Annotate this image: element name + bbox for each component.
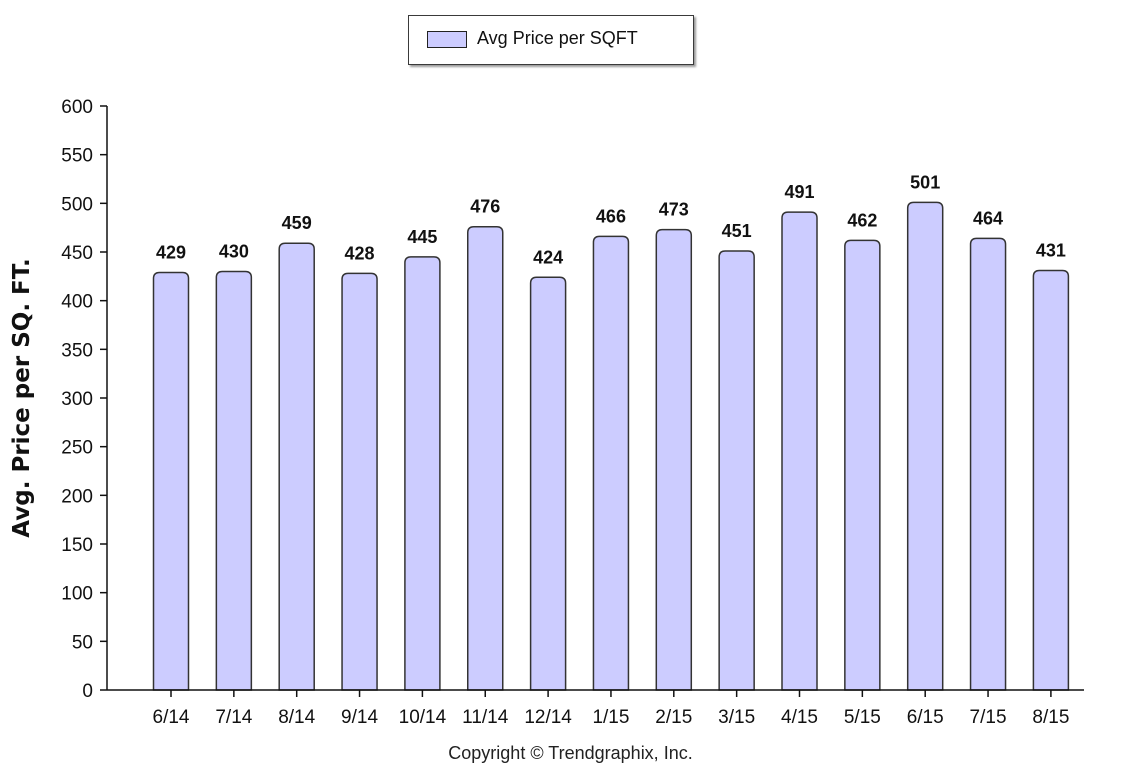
x-tick-label: 6/14 [153, 707, 190, 728]
copyright-symbol: © [530, 743, 544, 763]
bar [215, 270, 253, 691]
x-tick-label: 8/14 [278, 707, 315, 728]
y-tick-label: 50 [72, 632, 93, 653]
bar-value-label: 445 [407, 227, 437, 247]
bar-value-label: 431 [1036, 240, 1066, 260]
bar [404, 256, 441, 691]
bar [152, 271, 190, 691]
copyright-notice: Copyright © Trendgraphix, Inc. [0, 743, 1141, 764]
bar-value-label: 459 [282, 213, 312, 233]
x-tick-label: 7/14 [215, 707, 252, 728]
x-axis: 6/14 7/14 8/14 9/14 10/14 11/14 12/14 1/15 2/15 3… [153, 690, 1069, 728]
copyright-company: Trendgraphix, Inc. [548, 743, 693, 763]
y-tick-label: 600 [61, 97, 93, 118]
bar-value-label: 424 [533, 247, 563, 267]
bar [592, 235, 630, 691]
y-tick-label: 350 [61, 340, 93, 361]
bar [467, 225, 504, 691]
bar [844, 239, 881, 691]
bar-value-label: 462 [847, 210, 877, 230]
bar [529, 276, 567, 691]
bars: 429 430 459 428 445 476 424 466 473 451 491 462 501 4… [152, 172, 1070, 691]
bar-value-label: 476 [470, 197, 500, 217]
x-tick-label: 10/14 [399, 707, 447, 728]
x-tick-label: 12/14 [524, 707, 572, 728]
copyright-prefix: Copyright [448, 743, 526, 763]
y-axis: 0 50 100 150 200 250 300 350 400 450 500 550 600 [61, 97, 107, 702]
x-tick-label: 7/15 [970, 707, 1007, 728]
bar-value-label: 491 [784, 182, 814, 202]
y-tick-label: 500 [61, 194, 93, 215]
bar [906, 201, 944, 691]
legend: Avg Price per SQFT [408, 15, 694, 65]
bar-value-label: 473 [659, 200, 689, 220]
bar [278, 242, 315, 691]
x-tick-label: 11/14 [462, 707, 509, 728]
bar [781, 211, 818, 691]
bar-value-label: 501 [910, 172, 940, 192]
y-tick-label: 300 [61, 389, 93, 410]
x-tick-label: 8/15 [1032, 707, 1069, 728]
y-tick-label: 450 [61, 243, 93, 264]
bar-value-label: 428 [345, 243, 375, 263]
y-tick-label: 100 [61, 584, 93, 605]
bar [655, 228, 693, 691]
x-tick-label: 2/15 [655, 707, 692, 728]
bar [341, 272, 378, 691]
y-axis-label: Avg. Price per SQ. FT. [9, 258, 35, 537]
bar [969, 237, 1007, 691]
x-tick-label: 6/15 [907, 707, 944, 728]
y-tick-label: 200 [61, 486, 93, 507]
x-tick-label: 9/14 [341, 707, 378, 728]
x-tick-label: 5/15 [844, 707, 881, 728]
legend-swatch [427, 31, 467, 48]
bar-value-label: 466 [596, 206, 626, 226]
bar-value-label: 430 [219, 241, 249, 261]
bar [718, 250, 755, 691]
x-tick-label: 1/15 [592, 707, 629, 728]
x-tick-label: 3/15 [718, 707, 755, 728]
y-tick-label: 0 [82, 681, 93, 702]
y-tick-label: 150 [61, 535, 93, 556]
legend-label: Avg Price per SQFT [477, 28, 638, 48]
bar-value-label: 464 [973, 208, 1003, 228]
y-tick-label: 550 [61, 146, 93, 167]
y-tick-label: 250 [61, 438, 93, 459]
y-tick-label: 400 [61, 292, 93, 313]
bar [1032, 269, 1070, 691]
bar-value-label: 429 [156, 242, 186, 262]
bar-value-label: 451 [722, 221, 752, 241]
x-tick-label: 4/15 [781, 707, 818, 728]
